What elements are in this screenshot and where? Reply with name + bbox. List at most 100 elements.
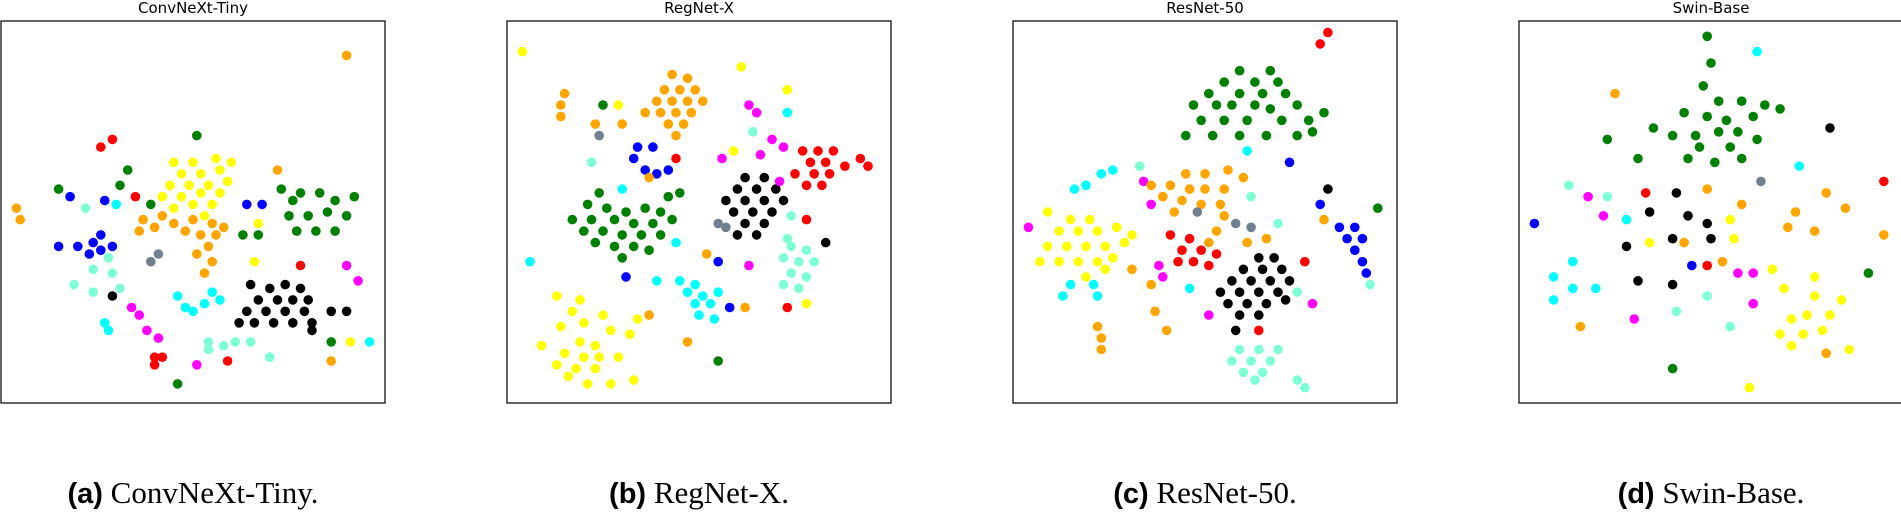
scatter-point — [73, 241, 83, 252]
scatter-point — [1081, 272, 1091, 282]
scatter-point — [253, 230, 264, 240]
scatter-panel-3: ResNet-50 (c) ResNet-50. — [1012, 0, 1398, 521]
scatter-point — [261, 306, 271, 317]
scatter-point — [1211, 100, 1222, 110]
scatter-point — [1284, 276, 1295, 286]
scatter-point — [1250, 77, 1260, 87]
scatter-point — [1058, 291, 1068, 301]
scatter-point — [771, 184, 781, 194]
scatter-point — [1100, 264, 1110, 275]
scatter-point — [1042, 241, 1053, 252]
scatter-point — [1242, 298, 1252, 309]
scatter-point — [1687, 260, 1697, 271]
scatter-point — [96, 142, 106, 152]
scatter-point — [1246, 276, 1256, 286]
scatter-point — [1725, 214, 1735, 225]
scatter-point — [590, 237, 601, 248]
scatter-point — [1119, 237, 1130, 248]
scatter-point — [1292, 100, 1302, 110]
scatter-point — [1161, 325, 1172, 336]
scatter-point — [1863, 268, 1874, 278]
scatter-point — [303, 295, 314, 305]
scatter-point — [1211, 226, 1222, 236]
scatter-point — [767, 207, 777, 217]
scatter-point — [1315, 199, 1325, 210]
scatter-point — [1158, 191, 1168, 202]
scatter-point — [1671, 188, 1682, 198]
scatter-point — [1717, 256, 1728, 267]
scatter-point — [1548, 272, 1559, 282]
scatter-point — [195, 169, 206, 179]
scatter-point — [345, 337, 356, 347]
scatter-point — [586, 157, 597, 168]
plot-frame — [1012, 20, 1398, 404]
scatter-point — [682, 96, 693, 106]
scatter-point — [218, 222, 229, 233]
scatter-point — [157, 352, 168, 363]
scatter-point — [686, 107, 697, 118]
plot-area — [506, 20, 892, 404]
scatter-point — [1809, 272, 1820, 282]
scatter-point — [1154, 260, 1164, 271]
scatter-point — [755, 149, 766, 160]
scatter-point — [107, 134, 118, 145]
scatter-point — [88, 237, 98, 248]
scatter-point — [1092, 226, 1103, 236]
scatter-point — [1092, 321, 1103, 332]
scatter-point — [655, 230, 666, 240]
scatter-point — [1300, 382, 1310, 393]
scatter-point — [1679, 237, 1689, 248]
scatter-point — [690, 85, 700, 95]
scatter-point — [326, 306, 337, 317]
scatter-point — [96, 245, 106, 255]
scatter-point — [1292, 130, 1302, 141]
scatter-point — [594, 130, 604, 141]
scatter-point — [245, 337, 256, 347]
scatter-point — [1702, 31, 1712, 42]
scatter-point — [211, 153, 221, 164]
scatter-point — [740, 302, 750, 313]
scatter-point — [1177, 245, 1187, 255]
scatter-point — [169, 157, 179, 168]
scatter-point — [1702, 260, 1712, 271]
scatter-point — [199, 211, 210, 221]
scatter-point — [307, 318, 317, 328]
scatter-point — [1096, 169, 1107, 179]
scatter-point — [1357, 233, 1368, 244]
scatter-point — [199, 268, 210, 278]
scatter-point — [1736, 199, 1747, 210]
scatter-point — [744, 260, 754, 271]
scatter-point — [1261, 233, 1272, 244]
scatter-point — [99, 195, 110, 206]
scatter-point — [146, 256, 156, 267]
scatter-point — [1713, 96, 1724, 106]
scatter-point — [590, 363, 601, 374]
scatter-point — [617, 253, 627, 263]
scatter-point — [226, 157, 237, 168]
scatter-point — [1373, 203, 1383, 213]
scatter-point — [222, 176, 233, 187]
scatter-point — [809, 256, 819, 267]
scatter-point — [1307, 127, 1318, 137]
scatter-point — [272, 165, 283, 175]
scatter-point — [218, 340, 229, 351]
scatter-point — [1062, 241, 1072, 252]
scatter-point — [690, 279, 700, 290]
scatter-point — [1219, 211, 1229, 221]
scatter-point — [740, 172, 750, 183]
scatter-point — [552, 360, 562, 370]
scatter-point — [176, 169, 187, 179]
scatter-point — [238, 230, 248, 240]
scatter-point — [265, 352, 275, 363]
scatter-point — [1273, 287, 1283, 298]
scatter-point — [1809, 226, 1820, 236]
scatter-point — [1234, 88, 1245, 99]
chart-title: Swin-Base — [1672, 0, 1750, 17]
scatter-point — [1250, 100, 1260, 110]
scatter-point — [1211, 249, 1222, 259]
scatter-point — [1564, 180, 1574, 191]
scatter-point — [1073, 256, 1084, 267]
scatter-point — [1280, 295, 1291, 305]
scatter-point — [1667, 279, 1678, 290]
scatter-point — [709, 314, 720, 324]
